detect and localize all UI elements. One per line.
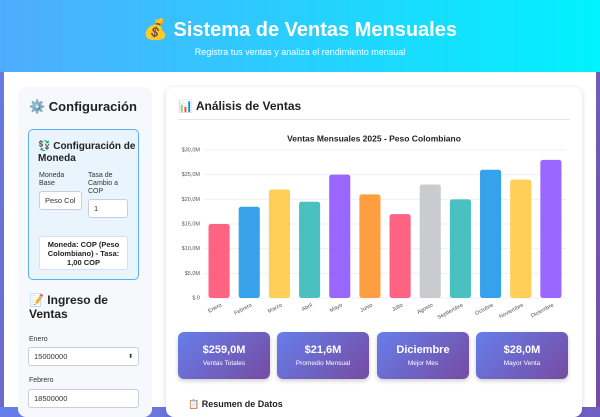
stat-card: $21,6M Promedio Mensual — [277, 332, 369, 379]
stat-card: $28,0M Mayor Venta — [476, 332, 568, 379]
stat-value: $21,6M — [304, 344, 342, 356]
config-title: ⚙️ Configuración — [29, 99, 137, 114]
x-tick-label: Noviembre — [498, 302, 524, 320]
summary-title: 📋 Resumen de Datos — [188, 399, 283, 409]
month-input-value: 15000000 — [34, 352, 68, 361]
bar — [238, 206, 260, 298]
month-input[interactable]: 15000000 ⬍ — [28, 347, 139, 366]
bar — [419, 184, 441, 298]
divider — [178, 119, 570, 120]
stat-value: $259,0M — [202, 344, 246, 356]
x-tick-label: Octubre — [474, 302, 494, 316]
stat-card: Diciembre Mejor Mes — [377, 332, 469, 379]
y-tick-label: $15,0M — [182, 221, 201, 227]
y-tick-label: $20,0M — [182, 197, 201, 203]
base-input[interactable]: Peso Col — [39, 191, 82, 210]
rate-input[interactable]: 1 — [88, 199, 128, 218]
month-label: Enero — [29, 336, 48, 343]
chart-title: Ventas Mensuales 2025 - Peso Colombiano — [287, 133, 461, 143]
app-subtitle: Registra tus ventas y analiza el rendimi… — [194, 47, 406, 57]
stat-value: Diciembre — [396, 344, 450, 356]
base-label: Moneda Base — [39, 172, 65, 187]
currency-info: Moneda: COP (Peso Colombiano) - Tasa: 1,… — [39, 236, 128, 270]
analysis-title: 📊 Análisis de Ventas — [178, 99, 302, 113]
y-tick-label: $30,0M — [182, 147, 201, 153]
month-label: Febrero — [29, 377, 54, 384]
currency-title: 💱 Configuración de Moneda — [38, 141, 136, 164]
rate-label: Tasa de Cambio a COP — [88, 172, 118, 195]
bar — [329, 174, 351, 298]
x-tick-label: Julio — [391, 302, 404, 313]
bar — [510, 179, 532, 298]
stat-label: Mayor Venta — [503, 360, 541, 367]
sales-title: 📝 Ingreso de Ventas — [29, 293, 108, 321]
bar — [208, 224, 230, 298]
header: 💰 Sistema de Ventas Mensuales Registra t… — [0, 0, 600, 72]
spinner[interactable]: ⬍ — [127, 354, 133, 360]
y-tick-label: $25,0M — [182, 172, 201, 178]
stat-label: Promedio Mensual — [295, 360, 351, 367]
bar — [480, 169, 502, 298]
stat-card: $259,0M Ventas Totales — [178, 332, 270, 379]
x-tick-label: Mayo — [329, 302, 344, 314]
x-tick-label: Diciembre — [530, 302, 555, 319]
x-tick-label: Junio — [359, 302, 373, 313]
stat-label: Mejor Mes — [407, 360, 439, 367]
y-tick-label: $10,0M — [182, 246, 201, 252]
bar — [449, 199, 471, 298]
x-tick-label: Abril — [301, 302, 314, 312]
x-tick-label: Septiembre — [437, 302, 465, 321]
chart: Ventas Mensuales 2025 - Peso Colombiano … — [182, 133, 566, 321]
month-input-value: 18500000 — [34, 394, 68, 403]
y-tick-label: $ 0 — [192, 295, 200, 301]
bar — [540, 159, 562, 298]
x-tick-label: Marzo — [267, 302, 283, 314]
bar — [389, 214, 411, 298]
x-tick-label: Febrero — [233, 302, 253, 316]
x-tick-label: Enero — [207, 302, 223, 314]
app-title: 💰 Sistema de Ventas Mensuales — [143, 19, 457, 41]
bar — [359, 194, 381, 298]
bar — [299, 201, 321, 298]
stat-value: $28,0M — [503, 344, 541, 356]
x-tick-label: Agosto — [416, 302, 434, 315]
stat-label: Ventas Totales — [202, 360, 246, 367]
y-tick-label: $5,0M — [185, 271, 201, 277]
bar — [268, 189, 290, 298]
